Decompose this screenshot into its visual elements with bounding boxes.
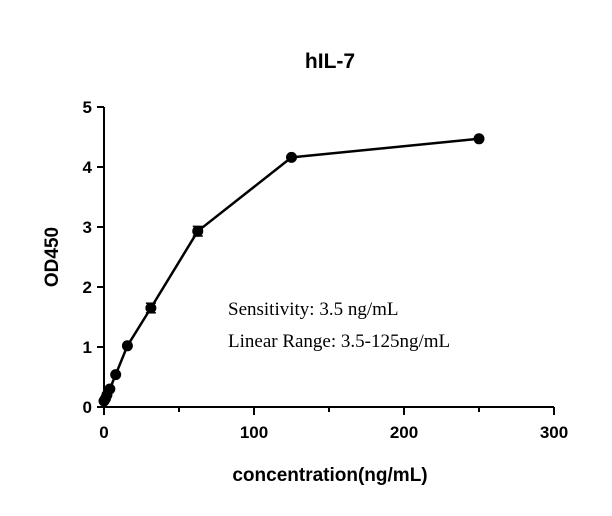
data-point xyxy=(473,133,485,145)
data-point xyxy=(192,225,204,237)
y-tick-label: 0 xyxy=(83,398,92,417)
y-tick-label: 4 xyxy=(83,158,93,177)
y-tick-label: 3 xyxy=(83,218,92,237)
x-tick-label: 300 xyxy=(540,423,568,442)
data-point xyxy=(145,302,157,314)
x-tick-label: 0 xyxy=(99,423,108,442)
data-point xyxy=(121,340,133,352)
y-tick-label: 5 xyxy=(83,98,92,117)
x-axis-label: concentration(ng/mL) xyxy=(232,465,427,486)
x-tick-label: 100 xyxy=(240,423,268,442)
x-tick-label: 200 xyxy=(390,423,418,442)
annotation-sensitivity: Sensitivity: 3.5 ng/mL xyxy=(228,299,398,320)
data-point xyxy=(104,383,116,395)
series-line xyxy=(102,137,480,402)
y-axis-label: OD450 xyxy=(42,227,63,287)
y-tick-label: 1 xyxy=(83,338,92,357)
annotation-linear-range: Linear Range: 3.5-125ng/mL xyxy=(228,331,450,352)
ticks: 0 1 2 3 4 5 0 100 200 300 xyxy=(83,98,569,442)
y-tick-label: 2 xyxy=(83,278,92,297)
chart-title: hIL-7 xyxy=(305,50,355,73)
series xyxy=(98,133,485,407)
data-point xyxy=(286,151,297,163)
axes xyxy=(103,107,554,408)
data-point xyxy=(110,369,122,381)
